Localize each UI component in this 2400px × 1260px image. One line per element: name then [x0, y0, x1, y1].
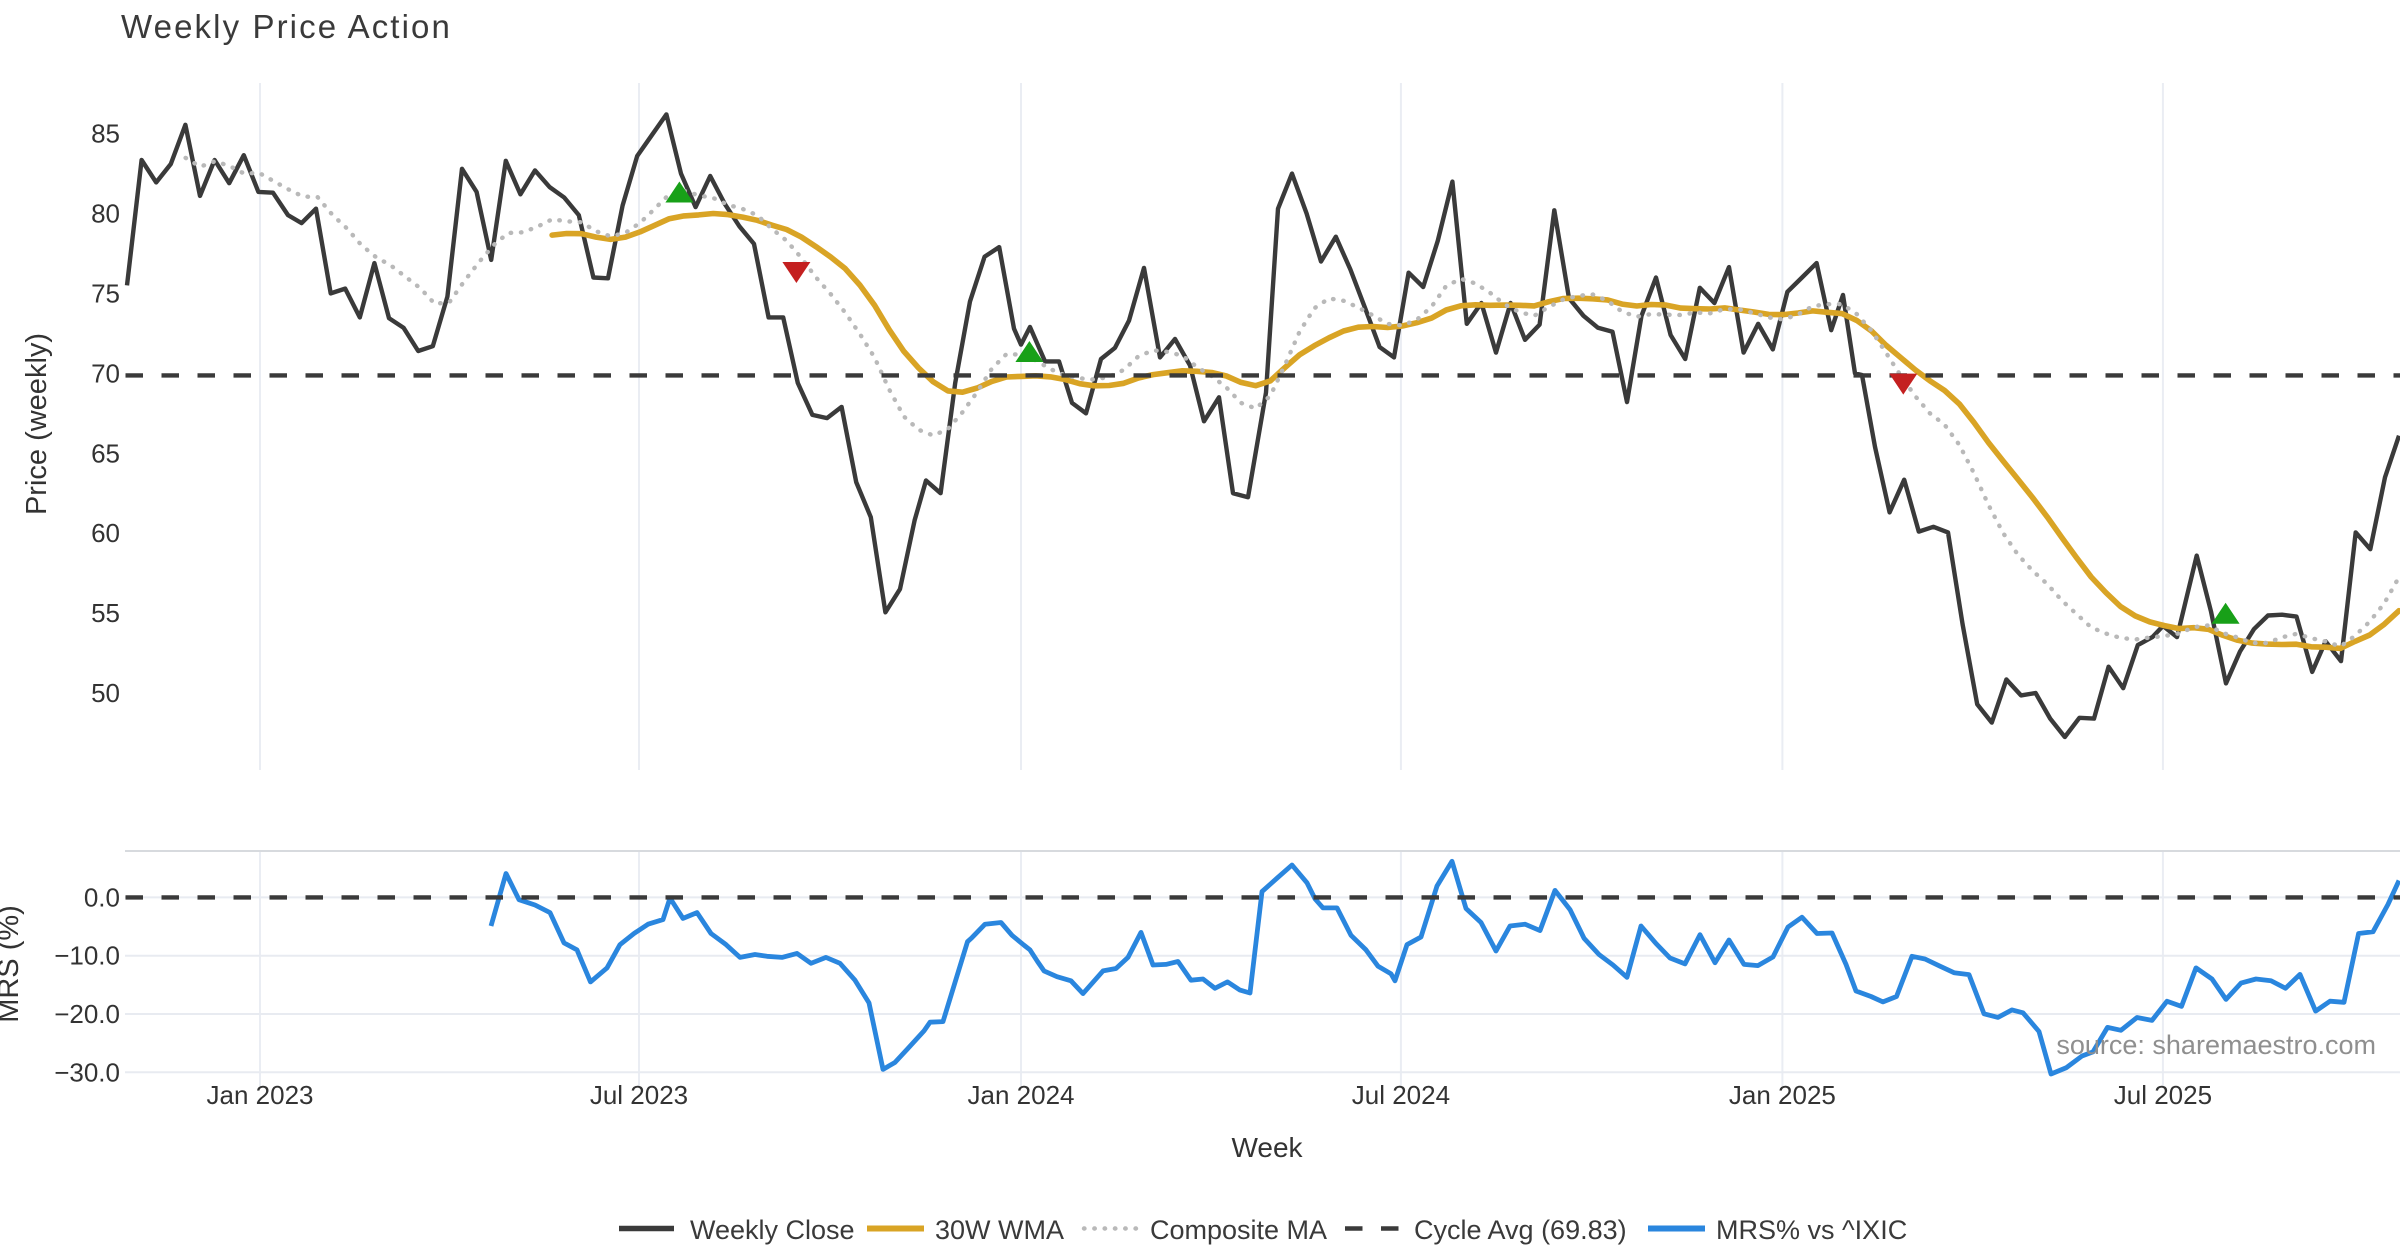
- svg-text:−10.0: −10.0: [54, 941, 120, 971]
- svg-text:Jul 2023: Jul 2023: [590, 1080, 688, 1110]
- svg-text:55: 55: [91, 598, 120, 628]
- svg-text:Jan 2023: Jan 2023: [207, 1080, 314, 1110]
- svg-text:65: 65: [91, 438, 120, 468]
- svg-text:Jan 2025: Jan 2025: [1729, 1080, 1836, 1110]
- svg-text:Weekly Close: Weekly Close: [690, 1215, 855, 1245]
- svg-text:70: 70: [91, 358, 120, 388]
- svg-text:85: 85: [91, 119, 120, 149]
- svg-text:30W WMA: 30W WMA: [935, 1215, 1064, 1245]
- svg-text:Week: Week: [1231, 1132, 1303, 1163]
- svg-text:Jan 2024: Jan 2024: [968, 1080, 1075, 1110]
- svg-text:Jul 2024: Jul 2024: [1352, 1080, 1450, 1110]
- svg-text:75: 75: [91, 278, 120, 308]
- svg-text:80: 80: [91, 199, 120, 229]
- svg-text:MRS% vs ^IXIC: MRS% vs ^IXIC: [1716, 1215, 1907, 1245]
- svg-text:MRS (%): MRS (%): [0, 905, 25, 1023]
- svg-text:60: 60: [91, 518, 120, 548]
- svg-text:Jul 2025: Jul 2025: [2114, 1080, 2212, 1110]
- svg-text:Cycle Avg (69.83): Cycle Avg (69.83): [1414, 1215, 1627, 1245]
- svg-text:−20.0: −20.0: [54, 999, 120, 1029]
- svg-text:source: sharemaestro.com: source: sharemaestro.com: [2056, 1030, 2376, 1060]
- svg-text:Composite MA: Composite MA: [1150, 1215, 1327, 1245]
- svg-text:−30.0: −30.0: [54, 1057, 120, 1087]
- svg-text:0.0: 0.0: [84, 882, 120, 912]
- svg-text:Weekly Price Action: Weekly Price Action: [121, 8, 452, 45]
- svg-text:Price (weekly): Price (weekly): [21, 333, 53, 515]
- svg-text:50: 50: [91, 678, 120, 708]
